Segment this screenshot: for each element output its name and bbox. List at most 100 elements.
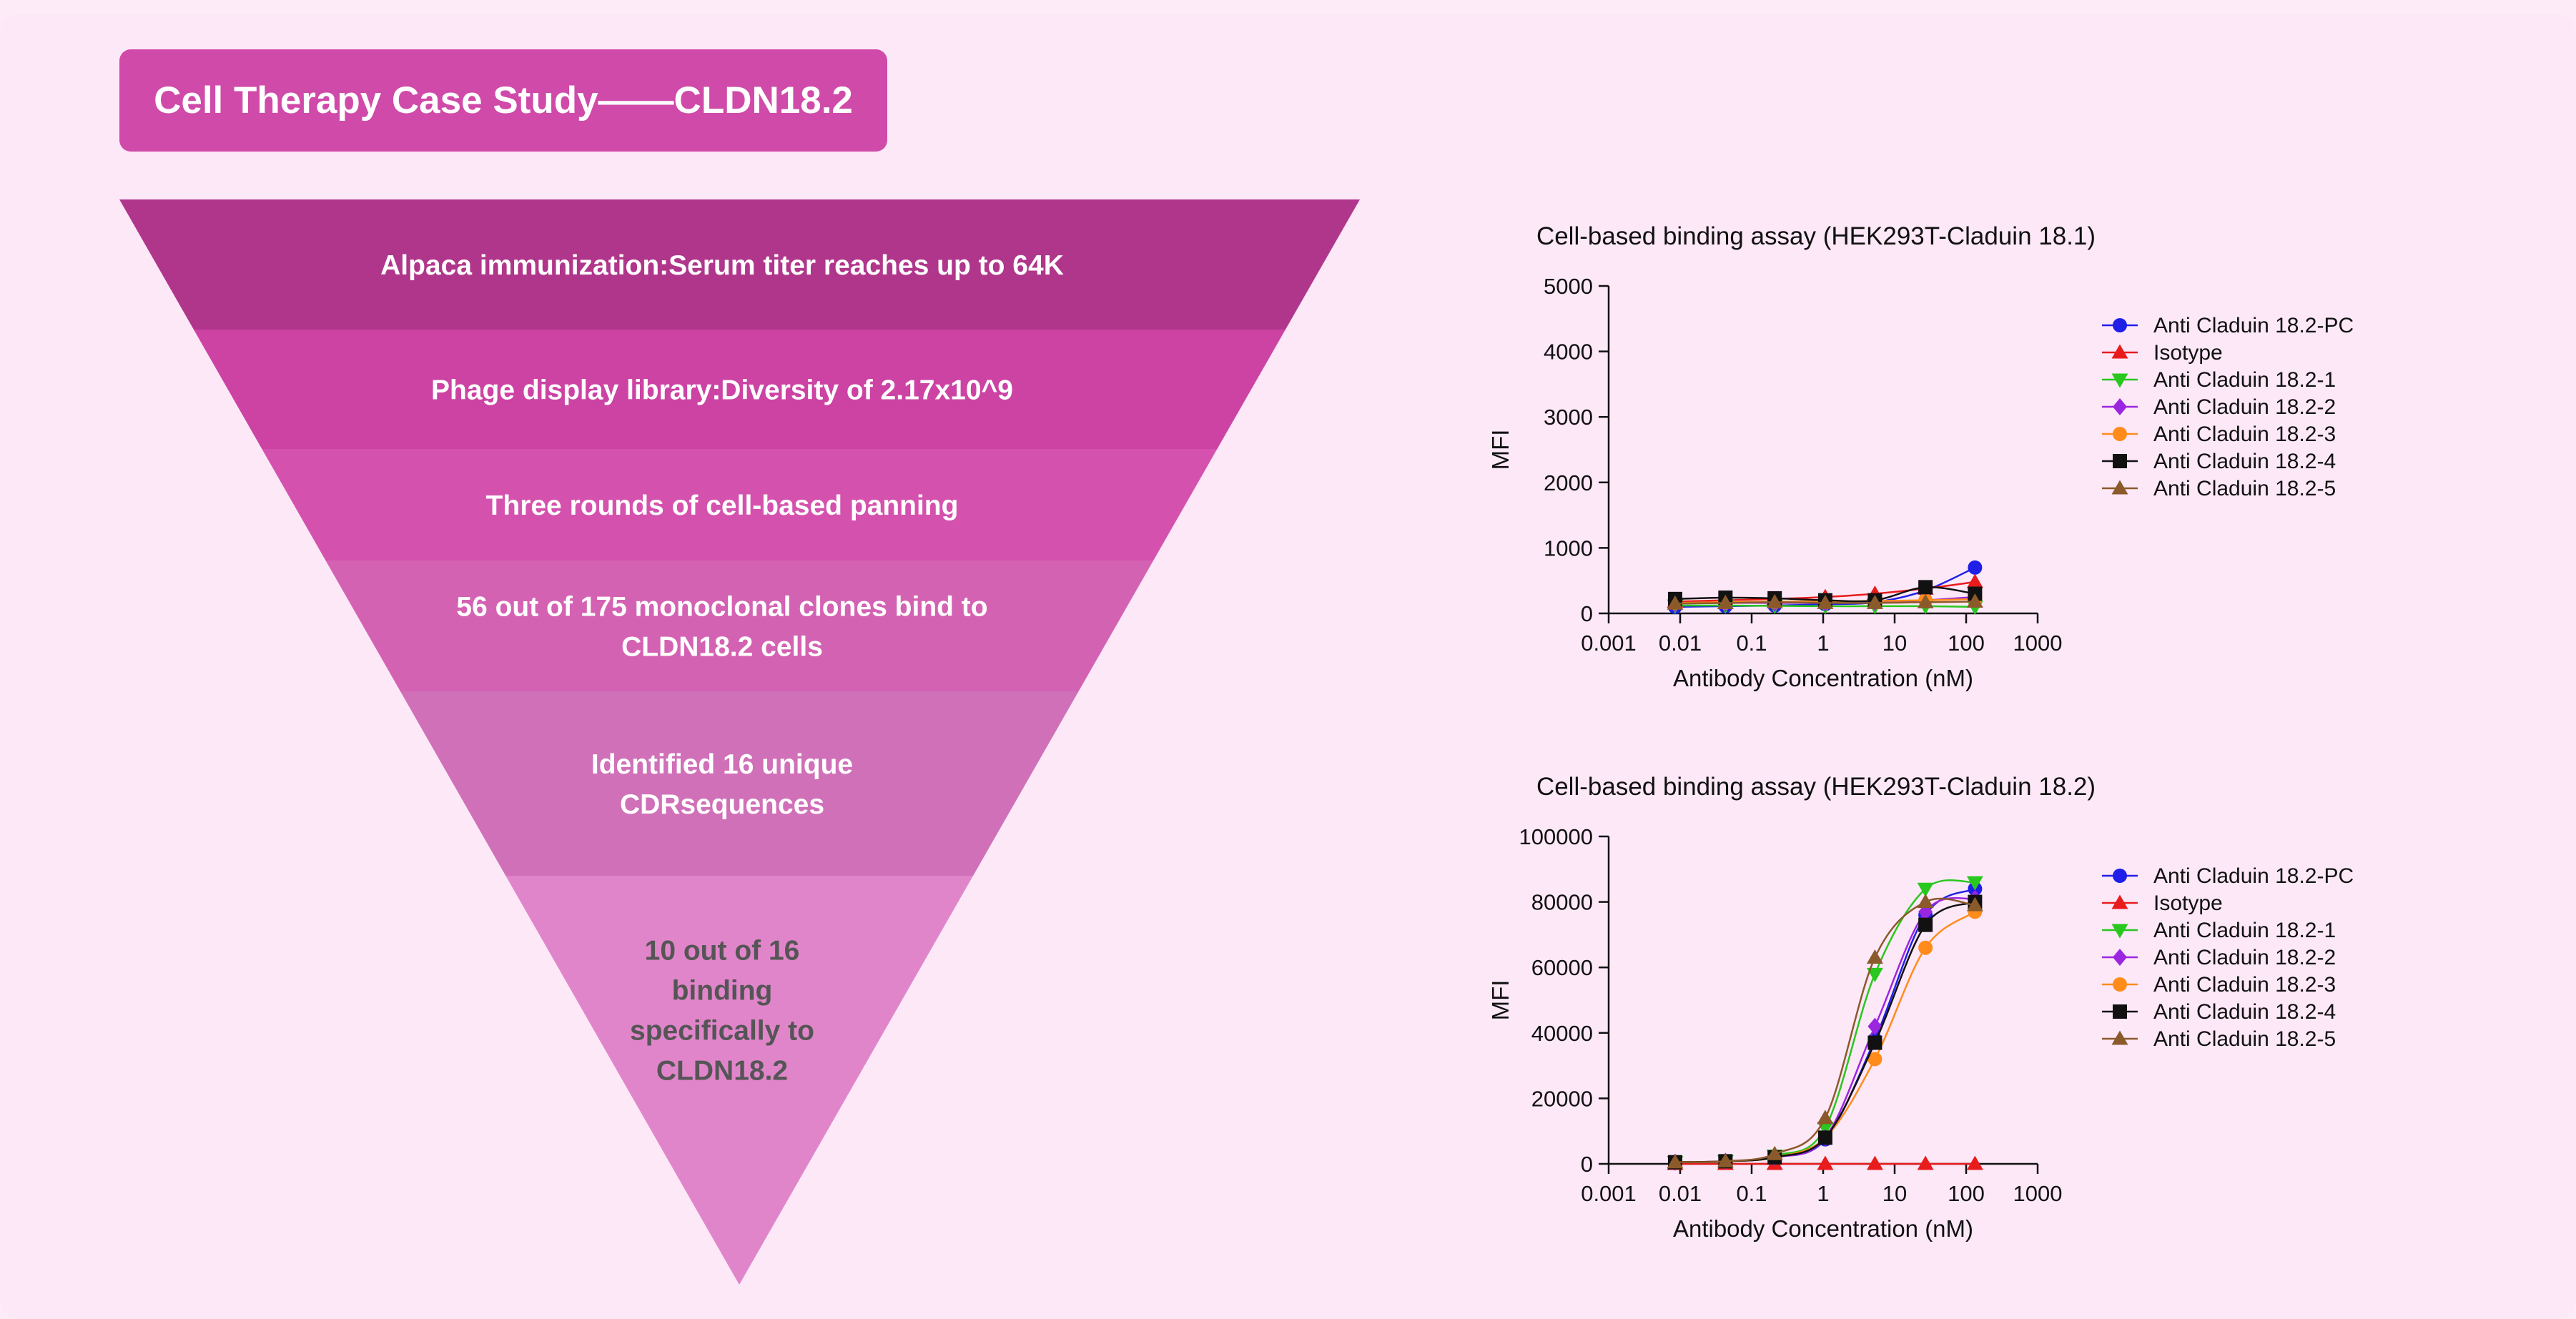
y-tick-label: 1000 bbox=[1544, 535, 1593, 560]
funnel-step-2 bbox=[193, 330, 1285, 449]
funnel-step-4 bbox=[325, 560, 1154, 691]
legend-label: Anti Claduin 18.2-5 bbox=[2153, 477, 2336, 500]
x-axis-label: Antibody Concentration (nM) bbox=[1673, 665, 1973, 691]
legend-label: Anti Claduin 18.2-3 bbox=[2153, 423, 2336, 446]
y-tick-label: 20000 bbox=[1531, 1086, 1593, 1111]
y-tick-label: 5000 bbox=[1544, 274, 1593, 299]
y-tick-label: 100000 bbox=[1519, 824, 1593, 849]
x-tick-label: 1000 bbox=[2013, 1181, 2063, 1206]
data-point bbox=[1766, 593, 1783, 608]
y-tick-label: 80000 bbox=[1531, 890, 1593, 915]
data-point bbox=[1817, 594, 1834, 609]
data-point bbox=[1918, 917, 1933, 932]
y-tick-label: 2000 bbox=[1544, 470, 1593, 495]
data-point bbox=[2111, 1030, 2128, 1045]
funnel-step-2-text: Phage display library:Diversity of 2.17x… bbox=[431, 375, 1013, 406]
x-tick-label: 100 bbox=[1948, 1181, 1985, 1206]
legend-label: Anti Claduin 18.2-2 bbox=[2153, 946, 2336, 969]
data-point bbox=[1917, 1155, 1934, 1170]
data-point bbox=[1918, 940, 1933, 955]
data-point bbox=[2113, 949, 2127, 966]
y-tick-label: 60000 bbox=[1531, 955, 1593, 980]
x-tick-label: 0.01 bbox=[1659, 631, 1702, 656]
data-point bbox=[1667, 595, 1684, 610]
legend-label: Isotype bbox=[2153, 341, 2223, 365]
funnel-step-4-text: 56 out of 175 monoclonal clones bind to bbox=[456, 592, 987, 623]
legend-label: Anti Claduin 18.2-1 bbox=[2153, 368, 2336, 392]
data-point bbox=[1917, 894, 1934, 909]
page-title: Cell Therapy Case Study——CLDN18.2 bbox=[154, 79, 853, 122]
x-tick-label: 10 bbox=[1882, 1181, 1907, 1206]
y-tick-label: 0 bbox=[1581, 601, 1593, 626]
series-7 bbox=[1667, 593, 1983, 610]
data-point bbox=[1667, 1154, 1684, 1169]
data-point bbox=[1917, 593, 1934, 608]
data-point bbox=[2111, 894, 2128, 909]
data-point bbox=[2113, 318, 2127, 332]
x-tick-label: 0.1 bbox=[1736, 631, 1767, 656]
data-point bbox=[1867, 1052, 1882, 1067]
funnel-step-3-text: Three rounds of cell-based panning bbox=[486, 490, 959, 521]
data-point bbox=[1867, 1017, 1882, 1035]
chart-claudin-18-2: Cell-based binding assay (HEK293T-Cladui… bbox=[1473, 761, 2445, 1265]
data-point bbox=[1966, 593, 1983, 608]
chart-claudin-18-1: Cell-based binding assay (HEK293T-Cladui… bbox=[1473, 211, 2445, 715]
series-7 bbox=[1667, 894, 1983, 1169]
data-point bbox=[1966, 876, 1983, 891]
data-point bbox=[1867, 1035, 1882, 1050]
data-point bbox=[2113, 427, 2127, 441]
funnel-step-3 bbox=[262, 449, 1218, 560]
funnel-step-4-text: CLDN18.2 cells bbox=[621, 632, 823, 663]
x-tick-label: 0.1 bbox=[1736, 1181, 1767, 1206]
data-point bbox=[2113, 398, 2127, 415]
data-point bbox=[2113, 1004, 2127, 1019]
series-2 bbox=[1667, 1155, 1983, 1170]
funnel-step-5-text: Identified 16 unique bbox=[591, 749, 853, 780]
x-axis-label: Antibody Concentration (nM) bbox=[1673, 1215, 1973, 1242]
data-point bbox=[1866, 967, 1883, 982]
data-point bbox=[1766, 1145, 1783, 1160]
chart-title: Cell-based binding assay (HEK293T-Cladui… bbox=[1536, 773, 2096, 801]
funnel-step-5-text: CDRsequences bbox=[620, 789, 824, 820]
legend-label: Anti Claduin 18.2-4 bbox=[2153, 450, 2336, 473]
x-tick-label: 1 bbox=[1817, 631, 1829, 656]
data-point bbox=[1966, 1155, 1983, 1170]
data-point bbox=[2113, 454, 2127, 468]
data-point bbox=[2113, 869, 2127, 883]
funnel-step-6-text: 10 out of 16 bbox=[645, 936, 800, 967]
data-point bbox=[2111, 373, 2128, 388]
y-tick-label: 0 bbox=[1581, 1152, 1593, 1177]
funnel-diagram: Alpaca immunization:Serum titer reaches … bbox=[119, 199, 1360, 1285]
legend-label: Anti Claduin 18.2-5 bbox=[2153, 1027, 2336, 1051]
legend-label: Anti Claduin 18.2-3 bbox=[2153, 973, 2336, 997]
legend-label: Anti Claduin 18.2-2 bbox=[2153, 395, 2336, 419]
x-tick-label: 1000 bbox=[2013, 631, 2063, 656]
x-tick-label: 0.001 bbox=[1581, 631, 1637, 656]
chart-title: Cell-based binding assay (HEK293T-Cladui… bbox=[1536, 222, 2096, 250]
legend-label: Anti Claduin 18.2-1 bbox=[2153, 919, 2336, 942]
x-tick-label: 10 bbox=[1882, 631, 1907, 656]
y-tick-label: 3000 bbox=[1544, 405, 1593, 430]
data-point bbox=[2111, 924, 2128, 939]
y-tick-label: 4000 bbox=[1544, 340, 1593, 365]
data-point bbox=[1866, 594, 1883, 609]
page-title-box: Cell Therapy Case Study——CLDN18.2 bbox=[119, 49, 887, 152]
legend-label: Anti Claduin 18.2-PC bbox=[2153, 314, 2354, 337]
data-point bbox=[1817, 1155, 1834, 1170]
x-tick-label: 1 bbox=[1817, 1181, 1829, 1206]
legend-label: Anti Claduin 18.2-4 bbox=[2153, 1000, 2336, 1024]
funnel-step-1-text: Alpaca immunization:Serum titer reaches … bbox=[380, 250, 1064, 281]
funnel-step-6 bbox=[505, 876, 974, 1285]
y-axis-label: MFI bbox=[1487, 980, 1514, 1021]
data-point bbox=[1866, 1155, 1883, 1170]
x-tick-label: 0.01 bbox=[1659, 1181, 1702, 1206]
funnel-step-6-text: CLDN18.2 bbox=[656, 1056, 788, 1087]
data-point bbox=[1966, 896, 1983, 912]
data-point bbox=[1917, 882, 1934, 897]
data-point bbox=[1968, 560, 1983, 575]
series-3 bbox=[1667, 876, 1983, 1171]
data-point bbox=[1866, 949, 1883, 964]
data-point bbox=[1717, 594, 1734, 609]
funnel-step-5 bbox=[400, 691, 1079, 876]
y-axis-label: MFI bbox=[1487, 430, 1514, 470]
